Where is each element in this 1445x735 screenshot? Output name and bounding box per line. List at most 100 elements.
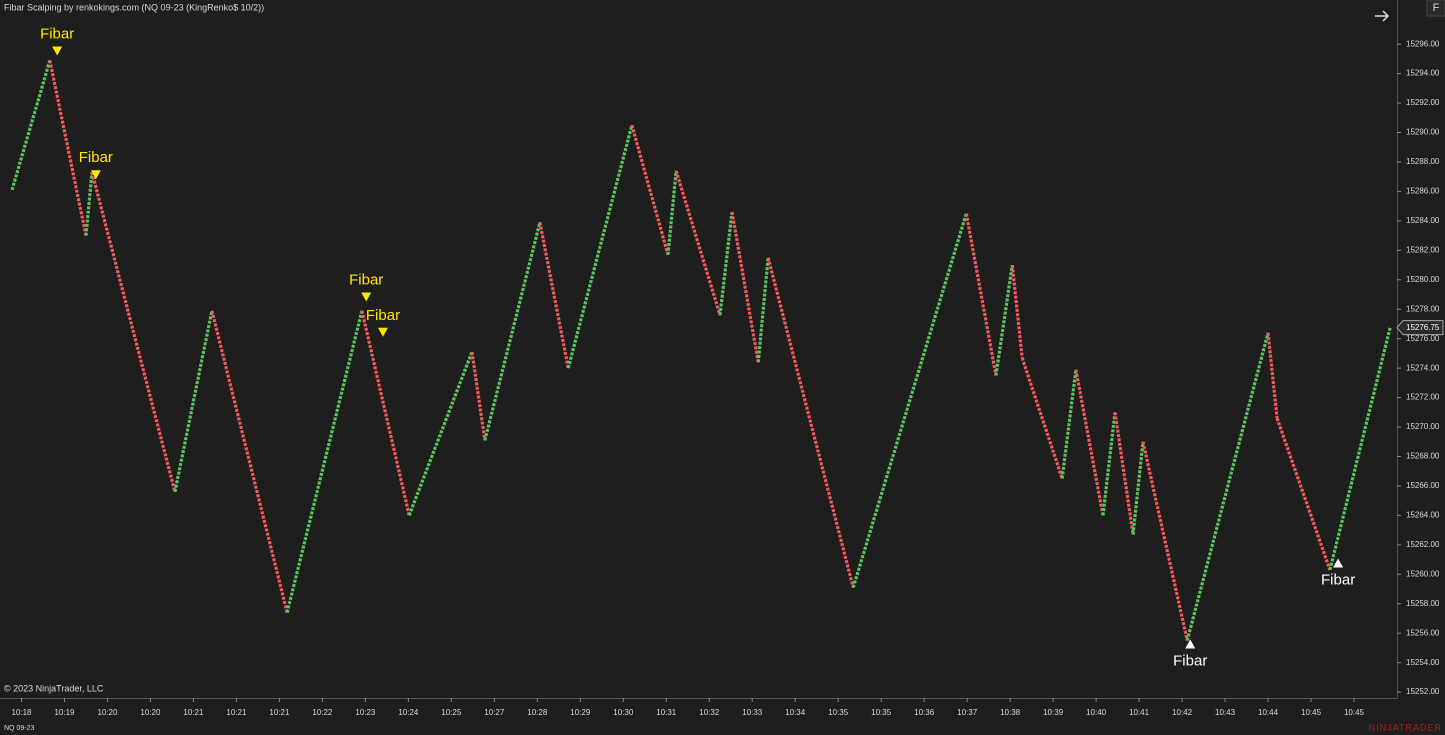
- x-tick-label: 10:36: [914, 708, 935, 717]
- current-price-label: 15276.75: [1406, 323, 1440, 332]
- renko-leg: [1185, 332, 1270, 641]
- x-tick-label: 10:18: [11, 708, 32, 717]
- brand-logo: NINJATRADER: [1369, 722, 1442, 732]
- renko-leg: [1131, 441, 1145, 535]
- x-tick-label: 10:31: [656, 708, 677, 717]
- y-tick-label: 15272.00: [1406, 393, 1440, 402]
- renko-leg: [630, 124, 670, 256]
- x-tick-label: 10:21: [269, 708, 290, 717]
- x-tick-label: 10:28: [527, 708, 548, 717]
- signal-marker: [52, 46, 63, 56]
- signal-marker: [1185, 639, 1196, 649]
- renko-leg: [1328, 327, 1392, 571]
- renko-leg: [674, 170, 722, 316]
- y-tick-label: 15286.00: [1406, 187, 1440, 196]
- x-tick-label: 10:22: [312, 708, 333, 717]
- renko-leg: [470, 351, 487, 441]
- x-tick-label: 10:21: [183, 708, 204, 717]
- arrow-icon[interactable]: [1375, 10, 1390, 22]
- y-tick-label: 15252.00: [1406, 687, 1440, 696]
- x-tick-label: 10:35: [828, 708, 849, 717]
- renko-leg: [84, 172, 94, 236]
- instrument-label: NQ 09-23: [4, 725, 34, 732]
- x-tick-label: 10:20: [140, 708, 161, 717]
- y-tick-label: 15276.00: [1406, 334, 1440, 343]
- y-tick-label: 15288.00: [1406, 157, 1440, 166]
- renko-leg: [994, 264, 1014, 376]
- y-tick-label: 15254.00: [1406, 658, 1440, 667]
- renko-leg: [566, 124, 634, 369]
- signal-label: Fibar: [40, 26, 74, 43]
- x-tick-label: 10:45: [1344, 708, 1365, 717]
- signal-marker: [377, 327, 388, 337]
- signal-marker: [1333, 558, 1344, 568]
- x-tick-label: 10:41: [1129, 708, 1150, 717]
- x-tick-label: 10:32: [699, 708, 720, 717]
- renko-leg: [1010, 264, 1024, 359]
- renko-leg: [1141, 441, 1189, 641]
- renko-leg: [285, 310, 364, 613]
- x-tick-label: 10:25: [441, 708, 462, 717]
- renko-leg: [1060, 369, 1078, 479]
- y-tick-label: 15264.00: [1406, 511, 1440, 520]
- x-tick-label: 10:40: [1086, 708, 1107, 717]
- signal-label: Fibar: [349, 271, 383, 288]
- x-tick-label: 10:30: [613, 708, 634, 717]
- x-tick-label: 10:29: [570, 708, 591, 717]
- signal-label: Fibar: [1173, 652, 1207, 669]
- renko-leg: [407, 351, 474, 516]
- y-tick-label: 15268.00: [1406, 452, 1440, 461]
- signal-marker: [361, 292, 372, 302]
- y-tick-label: 15258.00: [1406, 599, 1440, 608]
- x-tick-label: 10:23: [355, 708, 376, 717]
- renko-leg: [766, 257, 855, 588]
- y-tick-label: 15296.00: [1406, 39, 1440, 48]
- x-tick-label: 10:35: [871, 708, 892, 717]
- x-tick-label: 10:42: [1172, 708, 1193, 717]
- y-tick-label: 15260.00: [1406, 569, 1440, 578]
- y-tick-label: 15278.00: [1406, 304, 1440, 313]
- f-button[interactable]: [1426, 0, 1445, 17]
- renko-leg: [1266, 332, 1279, 419]
- x-tick-label: 10:44: [1258, 708, 1279, 717]
- renko-leg: [964, 213, 998, 376]
- x-tick-label: 10:34: [785, 708, 806, 717]
- renko-leg: [851, 213, 968, 589]
- renko-leg: [10, 59, 52, 191]
- current-price-box: [1396, 320, 1444, 336]
- x-tick-label: 10:33: [742, 708, 763, 717]
- y-tick-label: 15292.00: [1406, 98, 1440, 107]
- signal-label: Fibar: [79, 149, 113, 166]
- renko-leg: [90, 171, 177, 493]
- y-tick-label: 15294.00: [1406, 69, 1440, 78]
- renko-leg: [483, 221, 542, 441]
- y-tick-label: 15266.00: [1406, 481, 1440, 490]
- renko-leg: [1020, 357, 1064, 480]
- renko-leg: [1101, 412, 1117, 516]
- renko-leg: [1113, 412, 1135, 535]
- f-button-label[interactable]: F: [1433, 2, 1440, 14]
- renko-leg: [730, 211, 760, 363]
- renko-leg: [666, 170, 678, 255]
- y-tick-label: 15270.00: [1406, 422, 1440, 431]
- x-tick-label: 10:37: [957, 708, 978, 717]
- renko-leg: [718, 211, 734, 316]
- renko-leg: [210, 310, 289, 613]
- x-tick-label: 10:45: [1301, 708, 1322, 717]
- x-tick-label: 10:27: [484, 708, 505, 717]
- y-tick-label: 15282.00: [1406, 245, 1440, 254]
- y-tick-label: 15274.00: [1406, 363, 1440, 372]
- x-tick-label: 10:39: [1043, 708, 1064, 717]
- x-tick-label: 10:24: [398, 708, 419, 717]
- signal-marker: [90, 170, 101, 180]
- renko-leg: [1275, 417, 1332, 571]
- signal-label: Fibar: [366, 307, 400, 324]
- x-tick-label: 10:38: [1000, 708, 1021, 717]
- chart-title: Fibar Scalping by renkokings.com (NQ 09-…: [4, 2, 264, 12]
- x-tick-label: 10:20: [97, 708, 118, 717]
- renko-leg: [48, 60, 88, 236]
- y-tick-label: 15280.00: [1406, 275, 1440, 284]
